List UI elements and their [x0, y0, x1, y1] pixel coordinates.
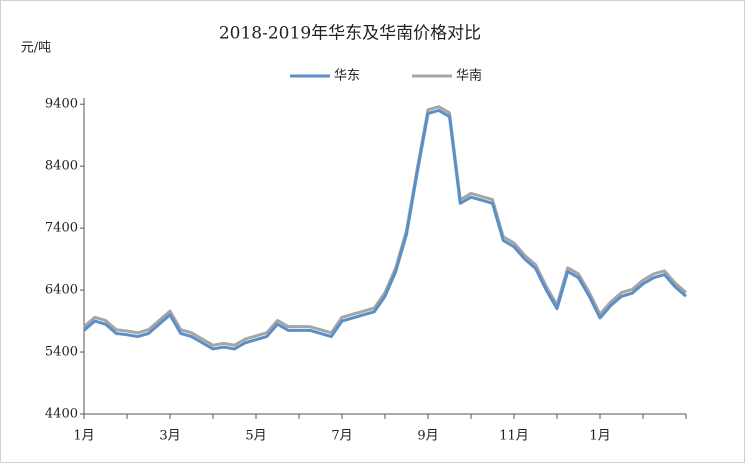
- y-axis-label: 元/吨: [21, 41, 51, 56]
- x-tick-label: 9月: [417, 429, 438, 444]
- x-tick-label: 5月: [245, 429, 266, 444]
- x-tick-label: 3月: [159, 429, 180, 444]
- x-tick-label: 1月: [589, 429, 610, 444]
- y-tick-label: 9400: [45, 97, 78, 112]
- x-tick-label: 11月: [499, 429, 529, 444]
- legend-label: 华东: [334, 69, 360, 84]
- chart-title: 2018-2019年华东及华南价格对比: [219, 24, 481, 44]
- legend-label: 华南: [456, 68, 482, 84]
- x-tick-label: 1月: [73, 429, 94, 444]
- y-tick-label: 8400: [45, 159, 78, 174]
- y-tick-label: 7400: [45, 221, 78, 236]
- y-tick-label: 5400: [45, 345, 78, 360]
- line-series: [83, 108, 687, 351]
- x-tick-label: 7月: [331, 429, 352, 444]
- y-tick-label: 6400: [45, 283, 78, 298]
- y-tick-label: 4400: [45, 407, 78, 422]
